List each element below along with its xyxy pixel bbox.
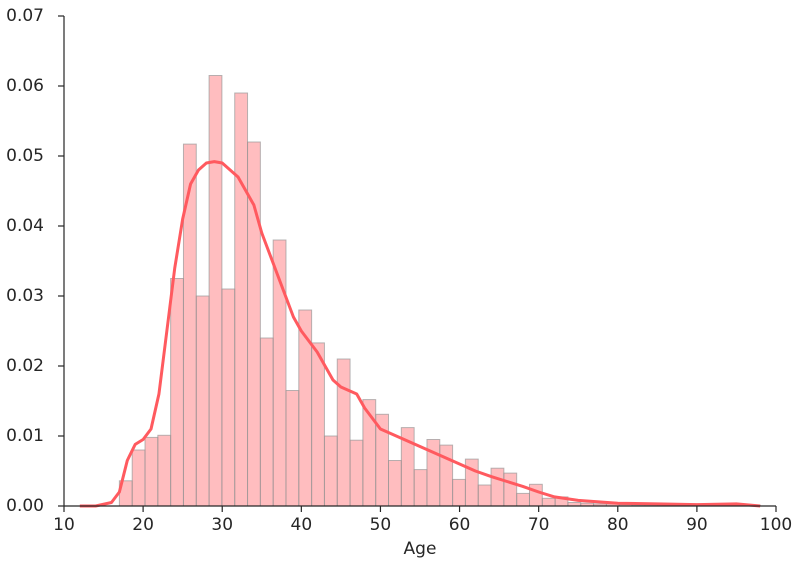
y-tick-label: 0.05 (6, 146, 44, 166)
histogram-bar (439, 444, 454, 507)
x-axis-label: Age (404, 539, 437, 559)
histogram-bar (388, 460, 402, 507)
y-tick-label: 0.02 (6, 356, 44, 376)
histogram-bar (311, 342, 325, 507)
histogram-bar (503, 472, 518, 507)
x-tick-label: 30 (211, 515, 233, 535)
histogram-bar (323, 435, 338, 507)
x-tick-label: 50 (370, 515, 392, 535)
x-tick-label: 80 (607, 515, 629, 535)
x-tick-label: 100 (760, 515, 792, 535)
histogram-bar (195, 295, 210, 507)
x-tick-label: 60 (449, 515, 471, 535)
y-tick-label: 0.06 (6, 76, 44, 96)
histogram-bar (259, 337, 274, 507)
histogram-bar (375, 413, 390, 507)
x-tick-label: 40 (291, 515, 313, 535)
histogram-bar (528, 483, 543, 507)
x-tick-label: 90 (686, 515, 708, 535)
histogram-bar (144, 436, 159, 507)
histogram-bar (413, 469, 428, 507)
x-tick-label: 70 (528, 515, 550, 535)
histogram-bar (157, 434, 172, 507)
histogram-bar (131, 449, 146, 507)
histogram-bar (298, 309, 313, 507)
y-tick-label: 0.03 (6, 286, 44, 306)
histogram-bar (170, 278, 184, 507)
y-tick-label: 0.01 (6, 426, 44, 446)
y-tick-label: 0.00 (6, 496, 44, 516)
x-tick-label: 20 (132, 515, 154, 535)
y-tick-label: 0.07 (6, 6, 44, 26)
histogram-bar (234, 92, 249, 507)
histogram-bar (452, 478, 466, 507)
kde-line (79, 160, 761, 508)
y-tick-label: 0.04 (6, 216, 44, 236)
histogram-bar (182, 143, 197, 507)
histogram-bar (221, 288, 236, 507)
histogram-bar (208, 75, 223, 507)
x-tick-label: 10 (53, 515, 75, 535)
histogram-bar (349, 439, 364, 507)
histogram-bar (336, 358, 351, 507)
histogram-bar (541, 497, 556, 507)
histogram-bar (516, 492, 530, 507)
histogram-bar (285, 390, 300, 507)
histogram-bar (490, 467, 505, 507)
histogram-bar (477, 484, 492, 507)
